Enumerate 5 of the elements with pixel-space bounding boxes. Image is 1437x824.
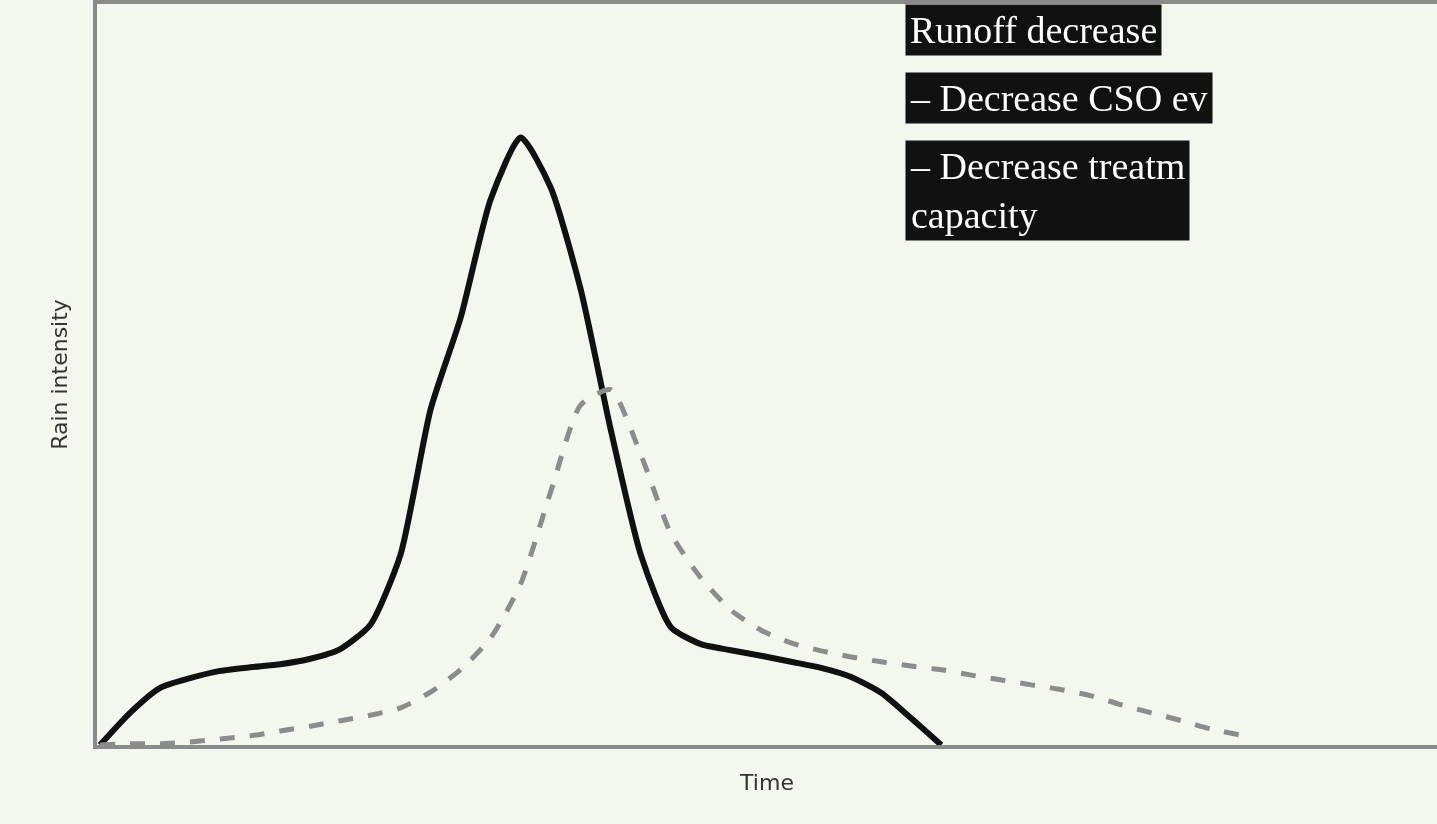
y-axis-title: Rain intensity [47, 299, 73, 450]
x-axis-title: Time [739, 770, 794, 796]
text: – Decrease CSO ev [910, 77, 1208, 119]
text: Runoff decrease [910, 9, 1158, 51]
annotation: – Decrease treatm capacity [910, 145, 1186, 237]
